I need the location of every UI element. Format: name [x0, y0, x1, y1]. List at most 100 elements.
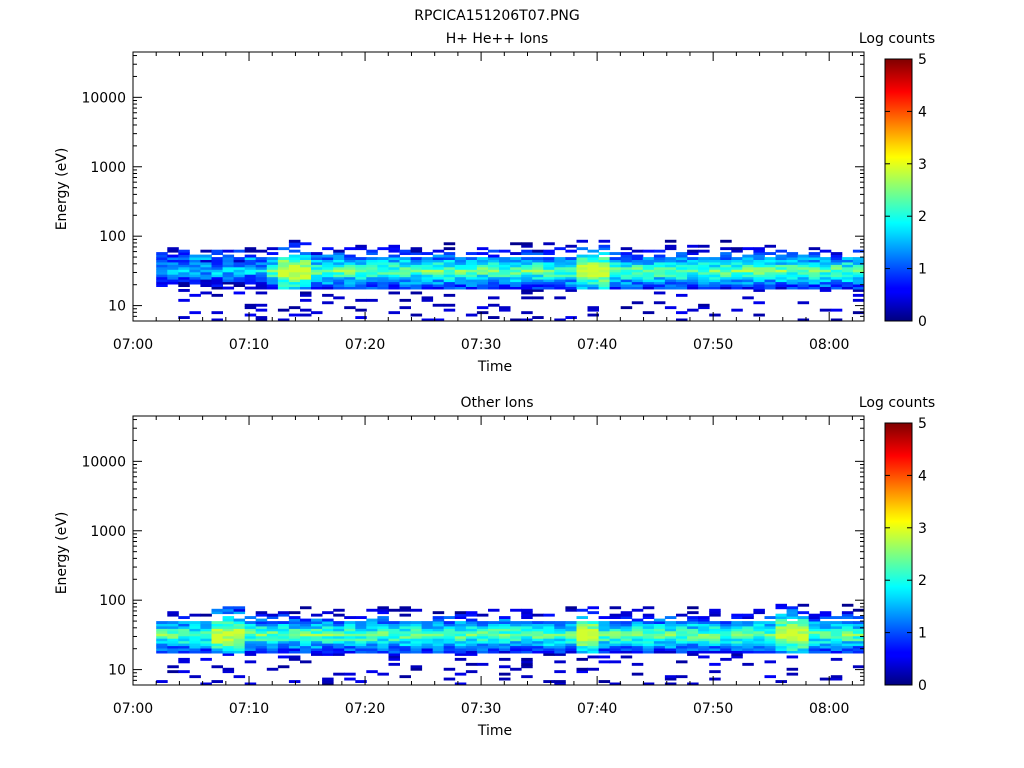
y-tick-label: 1000 [90, 160, 126, 176]
heatmap-cell [819, 274, 832, 278]
heatmap-cell [244, 279, 257, 283]
heatmap-cell [499, 276, 511, 280]
heatmap-cell [333, 621, 345, 624]
heatmap-cell [598, 276, 611, 280]
heatmap-cell [178, 281, 190, 285]
heatmap-cell [830, 650, 843, 654]
heatmap-cell [709, 623, 721, 627]
heatmap-cell [465, 623, 478, 627]
heatmap-cell [687, 653, 699, 656]
heatmap-cell [576, 259, 588, 263]
heatmap-cell [698, 257, 710, 260]
heatmap-cell [454, 633, 467, 637]
heatmap-cell [432, 264, 445, 268]
heatmap-cell [233, 274, 246, 278]
heatmap-cell [852, 298, 865, 302]
heatmap-cell [510, 269, 522, 273]
heatmap-cell [333, 296, 345, 300]
heatmap-cell [786, 633, 799, 637]
heatmap-cell [443, 286, 456, 290]
heatmap-cell [797, 623, 810, 627]
heatmap-cell [653, 633, 666, 637]
heatmap-cell [488, 316, 500, 319]
heatmap-cell [311, 626, 323, 629]
heatmap-cell [609, 640, 622, 644]
heatmap-cell [499, 672, 511, 676]
heatmap-cell [233, 271, 246, 275]
heatmap-cell [388, 608, 400, 612]
heatmap-cell [554, 645, 566, 649]
heatmap-cell [300, 628, 312, 632]
heatmap-cell [664, 281, 677, 285]
heatmap-cell [841, 274, 854, 278]
heatmap-cell [178, 262, 190, 265]
heatmap-cell [300, 269, 312, 273]
heatmap-cell [488, 621, 500, 624]
heatmap-cell [366, 640, 378, 644]
colorbar-tick-label: 0 [918, 678, 927, 694]
heatmap-cell [653, 264, 666, 268]
heatmap-cell [189, 274, 201, 278]
heatmap-cell [532, 264, 544, 268]
heatmap-cell [620, 271, 633, 275]
heatmap-cell [576, 638, 588, 642]
heatmap-cell [432, 276, 445, 280]
heatmap-cell [642, 606, 655, 610]
heatmap-cell [687, 308, 699, 312]
heatmap-cell [178, 249, 190, 253]
heatmap-cell [211, 665, 223, 669]
heatmap-cell [510, 667, 522, 671]
heatmap-cell [399, 606, 411, 610]
heatmap-cell [521, 311, 533, 315]
heatmap-cell [620, 648, 633, 651]
heatmap-cell [731, 276, 743, 280]
heatmap-cell [808, 274, 821, 278]
heatmap-cell [841, 276, 854, 280]
heatmap-cell [333, 252, 345, 255]
heatmap-cell [311, 640, 323, 644]
heatmap-cell [333, 259, 345, 263]
heatmap-cell [598, 616, 611, 619]
heatmap-cell [222, 276, 235, 280]
heatmap-cell [576, 269, 588, 273]
heatmap-cell [554, 680, 566, 683]
heatmap-cell [664, 628, 677, 632]
heatmap-cell [664, 239, 677, 243]
heatmap-cell [510, 650, 522, 654]
heatmap-cell [465, 281, 478, 285]
heatmap-cell [366, 650, 378, 654]
heatmap-cell [443, 259, 456, 263]
heatmap-cell [189, 635, 201, 639]
heatmap-cell [255, 259, 268, 263]
heatmap-cell [233, 249, 246, 253]
heatmap-cell [720, 274, 732, 278]
heatmap-cell [532, 630, 544, 634]
heatmap-cell [598, 660, 611, 664]
heatmap-cell [609, 259, 622, 263]
heatmap-cell [521, 650, 533, 654]
heatmap-cell [852, 281, 865, 285]
heatmap-cell [178, 316, 190, 319]
heatmap-cell [819, 648, 832, 651]
heatmap-cell [266, 643, 279, 647]
heatmap-cell [554, 638, 566, 642]
heatmap-cell [311, 628, 323, 632]
heatmap-cell [189, 633, 201, 637]
heatmap-cell [830, 259, 843, 263]
heatmap-cell [521, 279, 533, 283]
colorbar-tick-label: 5 [918, 52, 927, 68]
heatmap-cell [819, 266, 832, 270]
heatmap-cell [488, 648, 500, 651]
heatmap-cell [277, 259, 290, 263]
heatmap-cell [510, 648, 522, 651]
heatmap-cell [211, 608, 223, 612]
heatmap-cell [620, 640, 633, 644]
heatmap-cell [709, 648, 721, 651]
x-tick-label: 07:00 [113, 701, 153, 717]
heatmap-cell [266, 279, 279, 283]
heatmap-cell [266, 633, 279, 637]
heatmap-cell [499, 623, 511, 627]
heatmap-cell [687, 618, 699, 622]
heatmap-cell [222, 638, 235, 642]
heatmap-cell [288, 276, 301, 280]
